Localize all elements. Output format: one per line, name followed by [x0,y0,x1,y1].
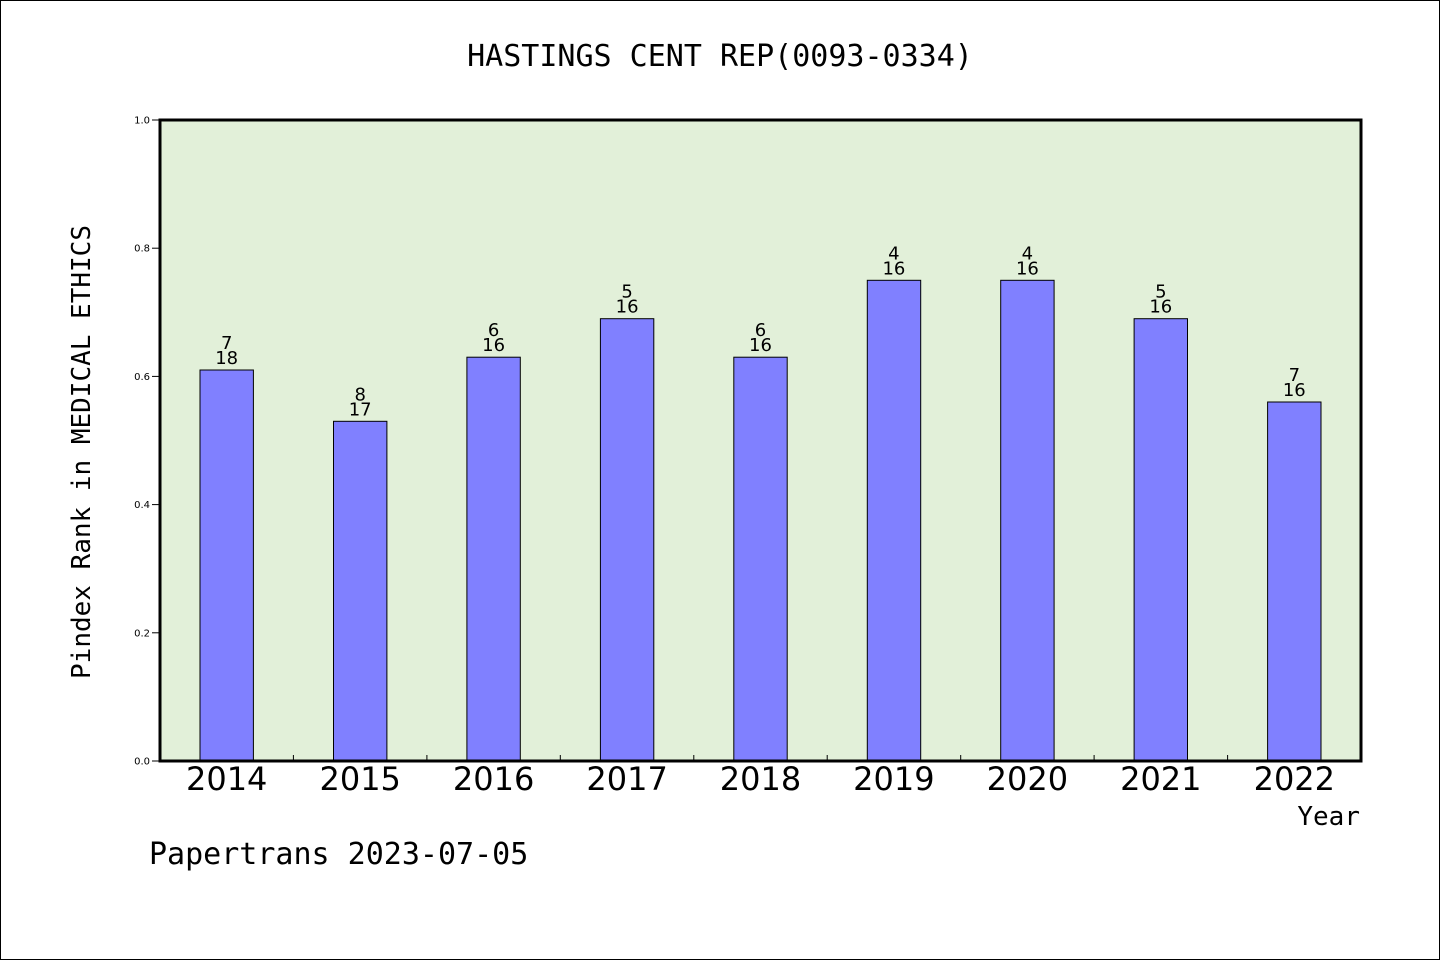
y-axis-label: Pindex Rank in MEDICAL ETHICS [67,225,97,679]
data-label-rank-2018: 6 [755,320,766,341]
x-axis-ticks: 2014 2015 2016 2017 2018 2019 2020 2021 2022 [186,755,1335,798]
x-axis-label: Year [1297,802,1360,832]
bar-2019 [866,279,922,762]
data-label-rank-2016: 6 [488,320,499,341]
bars [199,279,1322,762]
x-tick-label-2020: 2020 [987,760,1068,798]
data-label-rank-2015: 8 [354,384,365,405]
data-label-rank-2019: 4 [888,243,899,264]
data-label-total-2021: 16 [1149,297,1172,318]
footer-credit: Papertrans 2023-07-05 [149,837,528,872]
y-tick-label-0.0: 0.0 [134,757,150,768]
x-tick-label-2017: 2017 [586,760,667,798]
data-label-total-2022: 16 [1283,380,1306,401]
y-tick-label-1.0: 1.0 [134,116,150,127]
data-label-total-2020: 16 [1016,258,1039,279]
data-label-total-2015: 17 [349,399,372,420]
y-axis-ticks: 0.0 0.2 0.4 0.6 0.8 1.0 [134,116,160,768]
bar-2017 [599,318,655,762]
bar-2022 [1267,401,1322,762]
data-label-total-2019: 16 [882,258,905,279]
bar-2020 [1000,279,1055,762]
data-label-total-2017: 16 [616,297,639,318]
data-label-rank-2017: 5 [621,282,632,303]
x-tick-label-2019: 2019 [853,760,934,798]
bar-2014 [199,369,254,762]
y-tick-label-0.6: 0.6 [134,372,150,383]
x-tick-label-2015: 2015 [319,760,400,798]
x-tick-label-2014: 2014 [186,760,267,798]
data-label-total-2018: 16 [749,335,772,356]
bar-2021 [1133,318,1188,762]
x-tick-label-2018: 2018 [720,760,801,798]
data-label-rank-2022: 7 [1289,365,1300,386]
data-label-rank-2014: 7 [221,333,232,354]
data-label-rank-2021: 5 [1155,282,1166,303]
y-tick-label-0.4: 0.4 [134,500,150,511]
x-tick-label-2022: 2022 [1254,760,1335,798]
bar-2018 [733,356,788,762]
plot-border [158,118,1363,763]
data-label-total-2014: 18 [215,348,238,369]
data-label-rank-2020: 4 [1022,243,1033,264]
bar-2016 [466,356,521,762]
y-tick-label-0.8: 0.8 [134,244,150,255]
data-label-total-2016: 16 [482,335,505,356]
bar-2015 [333,420,388,762]
chart-title: HASTINGS CENT REP(0093-0334) [467,39,973,74]
x-tick-label-2021: 2021 [1120,760,1201,798]
x-tick-label-2016: 2016 [453,760,534,798]
y-tick-label-0.2: 0.2 [134,628,150,639]
